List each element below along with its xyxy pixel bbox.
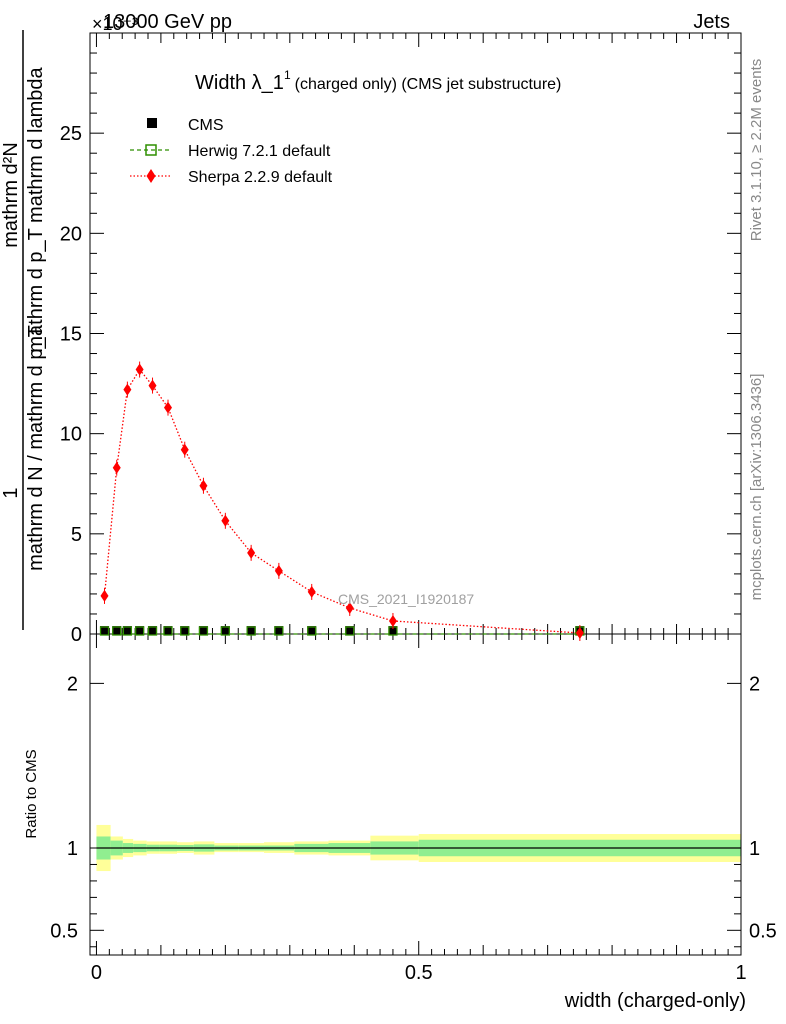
sherpa-point bbox=[388, 614, 397, 627]
herwig-point bbox=[99, 626, 110, 636]
sherpa-point bbox=[123, 383, 132, 396]
cms-point bbox=[345, 626, 355, 636]
x-tick-label: 0.5 bbox=[405, 962, 433, 984]
chart-subtitle: (charged only) (CMS jet substructure) bbox=[295, 76, 562, 93]
herwig-point bbox=[147, 626, 158, 636]
herwig-point bbox=[246, 626, 256, 636]
legend-herwig-label: Herwig 7.2.1 default bbox=[188, 143, 331, 160]
herwig-point bbox=[112, 626, 122, 636]
cms-point bbox=[307, 626, 317, 636]
ratio-y-tick-label: 2 bbox=[67, 673, 78, 695]
legend-sherpa-marker bbox=[146, 169, 156, 183]
ratio-y-tick-label: 0.5 bbox=[749, 920, 777, 942]
cms-point bbox=[100, 626, 110, 636]
ratio-bands bbox=[96, 824, 741, 872]
x-axis-label: width (charged-only) bbox=[564, 990, 746, 1012]
legend-cms-label: CMS bbox=[188, 117, 224, 134]
sherpa-point bbox=[135, 363, 144, 376]
cms-point bbox=[246, 626, 256, 636]
cms-point bbox=[388, 626, 398, 636]
sherpa-point bbox=[199, 479, 208, 492]
y-label-rhs-bottom: mathrm d p_T mathrm d lambda bbox=[25, 66, 47, 352]
herwig-point bbox=[122, 626, 133, 636]
y-label-rhs-top: mathrm d²N bbox=[0, 142, 22, 248]
herwig-point bbox=[274, 626, 284, 636]
herwig-point bbox=[307, 626, 317, 636]
sherpa-point bbox=[274, 564, 283, 577]
sherpa-point bbox=[221, 514, 230, 527]
cms-point bbox=[135, 626, 145, 636]
labels: 13000 GeV pp ×10⁻³ Jets Width λ_11(charg… bbox=[0, 11, 765, 1012]
cms-point bbox=[274, 626, 284, 636]
category-label: Jets bbox=[693, 11, 730, 33]
sherpa-point bbox=[148, 379, 157, 392]
sherpa-point bbox=[100, 589, 109, 602]
sherpa-point bbox=[307, 585, 316, 598]
ratio-y-tick-label: 0.5 bbox=[50, 920, 78, 942]
watermark: CMS_2021_I1920187 bbox=[338, 591, 474, 607]
ratio-y-tick-label: 1 bbox=[67, 838, 78, 860]
legend-sherpa-label: Sherpa 2.2.9 default bbox=[188, 169, 333, 186]
main-y-tick-label: 25 bbox=[60, 123, 82, 145]
ratio-y-tick-label: 1 bbox=[749, 838, 760, 860]
main-y-tick-label: 10 bbox=[60, 424, 82, 446]
y-label-numerator: 1 bbox=[0, 487, 22, 498]
sherpa-point bbox=[575, 626, 584, 639]
energy-label: 13000 GeV pp bbox=[103, 11, 232, 33]
cms-point bbox=[220, 626, 230, 636]
herwig-point bbox=[163, 626, 173, 636]
x-tick-label: 1 bbox=[735, 962, 746, 984]
herwig-point bbox=[180, 626, 190, 636]
cms-point bbox=[122, 626, 132, 636]
sherpa-point bbox=[247, 546, 256, 559]
cms-point bbox=[163, 626, 173, 636]
main-y-tick-label: 0 bbox=[71, 624, 82, 646]
herwig-point bbox=[345, 626, 355, 636]
chart-title-sup: 1 bbox=[284, 68, 291, 82]
sherpa-point bbox=[180, 443, 189, 456]
y-label-denominator: mathrm d N / mathrm d p_T bbox=[25, 325, 47, 571]
cms-point bbox=[112, 626, 122, 636]
herwig-point bbox=[198, 626, 209, 636]
sherpa-point bbox=[112, 461, 121, 474]
rivet-label: Rivet 3.1.10, ≥ 2.2M events bbox=[748, 59, 765, 242]
main-y-tick-label: 5 bbox=[71, 524, 82, 546]
mcplots-label: mcplots.cern.ch [arXiv:1306.3436] bbox=[748, 374, 765, 601]
sherpa-point bbox=[345, 601, 354, 614]
cms-point bbox=[148, 626, 158, 636]
herwig-point bbox=[220, 626, 231, 636]
legend: CMS Herwig 7.2.1 default Sherpa 2.2.9 de… bbox=[130, 117, 333, 186]
ratio-y-tick-label: 2 bbox=[749, 673, 760, 695]
x-tick-label: 0 bbox=[91, 962, 102, 984]
ratio-plot-frame bbox=[89, 633, 742, 956]
cms-point bbox=[180, 626, 190, 636]
chart-title: Width λ_11 (charged only) (CMS jet substr… bbox=[195, 68, 561, 94]
herwig-point bbox=[134, 626, 145, 636]
ratio-y-label: Ratio to CMS bbox=[23, 749, 40, 838]
exponent-label: ×10⁻³ bbox=[92, 14, 138, 34]
cms-point bbox=[198, 626, 208, 636]
sherpa-point bbox=[163, 401, 172, 414]
main-y-tick-label: 20 bbox=[60, 223, 82, 245]
legend-herwig-marker bbox=[145, 144, 157, 156]
chart-title-main: Width λ_1 bbox=[195, 72, 284, 94]
main-series bbox=[99, 361, 585, 641]
main-y-tick-label: 15 bbox=[60, 324, 82, 346]
legend-cms-marker bbox=[147, 118, 157, 128]
